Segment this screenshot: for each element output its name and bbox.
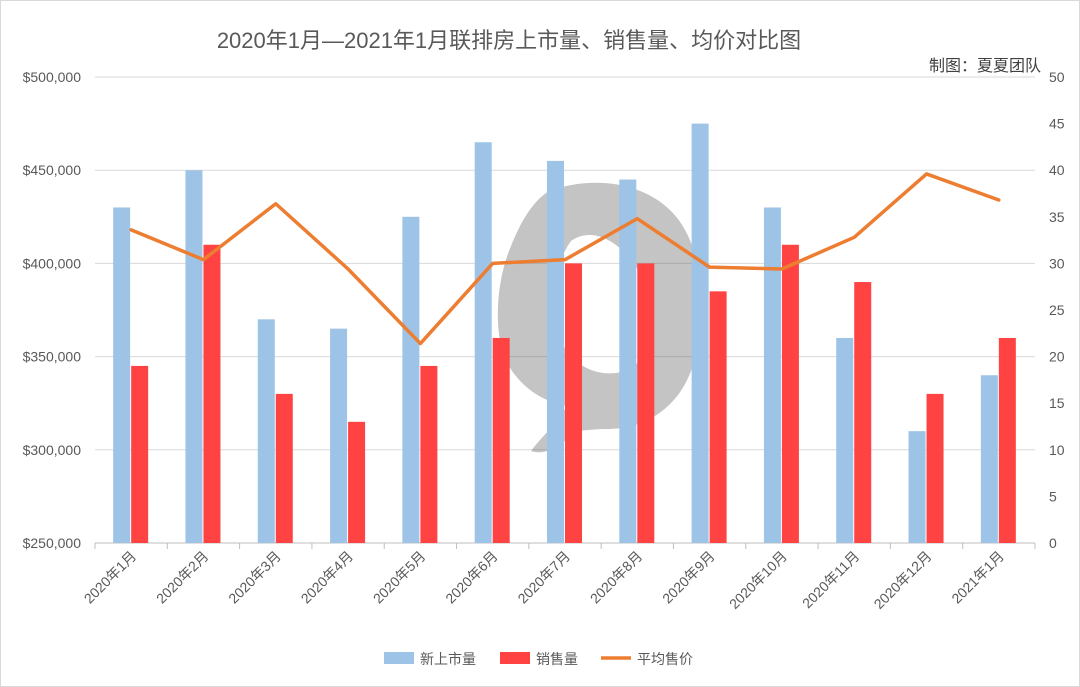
bar-sales [492, 337, 510, 543]
left-axis-tick-label: $300,000 [23, 442, 82, 458]
right-axis-tick-label: 15 [1049, 395, 1065, 411]
bar-new-listings [185, 170, 203, 543]
legend-swatch [384, 652, 414, 664]
left-axis-tick-label: $250,000 [23, 535, 82, 551]
legend-label: 销售量 [536, 651, 578, 667]
line-series [129, 172, 1001, 346]
right-axis-tick-label: 20 [1049, 349, 1065, 365]
bar-sales [565, 263, 582, 543]
bar-sales [709, 291, 727, 543]
bar-new-listings [763, 207, 781, 544]
right-axis-tick-label: 5 [1049, 488, 1057, 504]
left-axis-tick-label: $350,000 [23, 349, 82, 365]
x-tick-label: 2021年1月 [948, 548, 1007, 607]
right-axis-tick-label: 50 [1049, 69, 1065, 85]
legend: 新上市量 销售量 平均售价 [384, 651, 693, 667]
chart-title: 2020年1月—2021年1月联排房上市量、销售量、均价对比图 [217, 28, 801, 53]
right-axis-tick-label: 35 [1049, 209, 1065, 225]
watermark-logo [497, 182, 702, 453]
watermark-shape [497, 182, 702, 453]
bar-new-listings [113, 207, 131, 544]
chart-credit: 制图：夏夏团队 [929, 57, 1041, 75]
bar-new-listings [402, 216, 420, 544]
right-axis-tick-label: 30 [1049, 255, 1065, 271]
x-tick-label: 2020年5月 [370, 548, 429, 607]
bar-new-listings [619, 179, 637, 543]
left-axis-labels: $250,000 $300,000 $350,000 $400,000 $450,000… [23, 69, 82, 551]
legend-label: 新上市量 [420, 651, 476, 667]
bar-new-listings [547, 160, 564, 543]
bar-sales [926, 393, 944, 543]
bar-sales [781, 244, 799, 543]
right-axis-labels: 0 5 10 15 20 25 30 35 40 45 50 [1049, 69, 1065, 551]
bar-sales [348, 421, 366, 543]
x-tick-label: 2020年3月 [225, 548, 284, 607]
bar-sales [637, 263, 655, 543]
legend-label: 平均售价 [637, 651, 693, 667]
x-tick-label: 2020年4月 [298, 548, 357, 607]
legend-swatch [500, 652, 530, 664]
right-axis-tick-label: 10 [1049, 442, 1065, 458]
right-axis-tick-label: 45 [1049, 116, 1065, 132]
bar-sales [998, 337, 1016, 543]
bar-sales [275, 393, 293, 543]
bar-new-listings [980, 375, 998, 543]
x-tick-label: 2020年1月 [81, 548, 140, 607]
bar-sales [420, 365, 438, 543]
x-tick-label: 2020年2月 [153, 548, 212, 607]
bar-sales [131, 365, 149, 543]
right-axis-tick-label: 40 [1049, 162, 1065, 178]
left-axis-tick-label: $400,000 [23, 255, 82, 271]
right-axis-tick-label: 0 [1049, 535, 1057, 551]
bar-new-listings [908, 431, 926, 543]
left-axis-tick-label: $450,000 [23, 162, 82, 178]
right-axis-tick-label: 25 [1049, 302, 1065, 318]
bar-sales [203, 244, 221, 543]
x-tick-label: 2020年12月 [871, 548, 935, 612]
bar-new-listings [257, 319, 275, 543]
bar-new-listings [691, 123, 709, 543]
x-tick-label: 2020年9月 [659, 548, 718, 607]
bar-sales [854, 282, 872, 543]
x-tick-label: 2020年11月 [799, 548, 862, 611]
bar-new-listings [836, 337, 854, 543]
x-tick-label: 2020年8月 [587, 548, 646, 607]
bar-series [113, 123, 1016, 544]
x-tick-label: 2020年6月 [442, 548, 501, 607]
bar-new-listings [474, 142, 492, 544]
x-tick-label: 2020年10月 [726, 548, 790, 612]
x-tick-label: 2020年7月 [514, 548, 573, 607]
x-axis-labels: 2020年1月 2020年2月 2020年3月 2020年4月 2020年5月 2020年… [81, 548, 1007, 612]
bar-new-listings [330, 328, 348, 543]
left-axis-tick-label: $500,000 [23, 69, 82, 85]
